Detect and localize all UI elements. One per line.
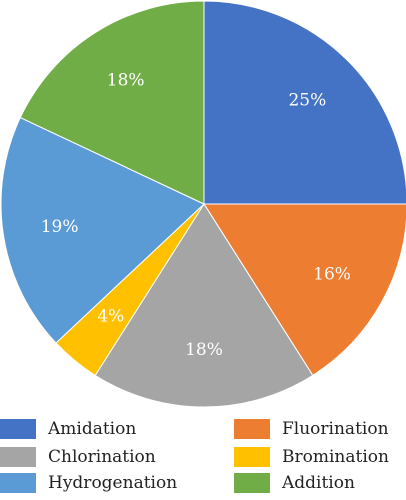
legend-label-addition: Addition [282,473,355,493]
legend-label-amidation: Amidation [48,419,137,439]
legend-item-chlorination: Chlorination [0,444,156,470]
pie-slice-addition [19,0,205,205]
legend-swatch-hydrogenation [0,473,36,493]
legend-item-addition: Addition [234,470,355,496]
slice-label-bromination: 4% [97,307,124,327]
legend-swatch-addition [234,473,270,493]
legend-swatch-amidation [0,419,36,439]
legend-item-hydrogenation: Hydrogenation [0,470,177,496]
legend-swatch-bromination [234,447,270,467]
legend-item-bromination: Bromination [234,444,389,470]
legend-item-amidation: Amidation [0,416,136,442]
legend-item-fluorination: Fluorination [234,416,389,442]
legend-label-fluorination: Fluorination [282,419,389,439]
slice-label-amidation: 25% [288,91,326,111]
slice-label-addition: 18% [107,71,145,91]
pie-slices [0,0,406,408]
pie-slice-fluorination [203,203,406,377]
pie-slice-amidation [203,0,406,205]
slice-label-chlorination: 18% [185,340,223,360]
slice-label-hydrogenation: 19% [41,217,79,237]
legend-label-hydrogenation: Hydrogenation [48,473,178,493]
pie-slice-hydrogenation [0,116,205,344]
legend-swatch-chlorination [0,447,36,467]
pie-labels: 25% 16% 18% 4% 19% 18% [41,71,351,361]
legend-swatch-fluorination [234,419,270,439]
pie-slice-chlorination [94,203,314,408]
legend: Amidation Fluorination Chlorination Brom… [0,412,406,500]
legend-label-chlorination: Chlorination [48,447,156,467]
legend-label-bromination: Bromination [282,447,389,467]
slice-label-fluorination: 16% [313,264,351,284]
pie-chart: 25% 16% 18% 4% 19% 18% [0,0,406,408]
